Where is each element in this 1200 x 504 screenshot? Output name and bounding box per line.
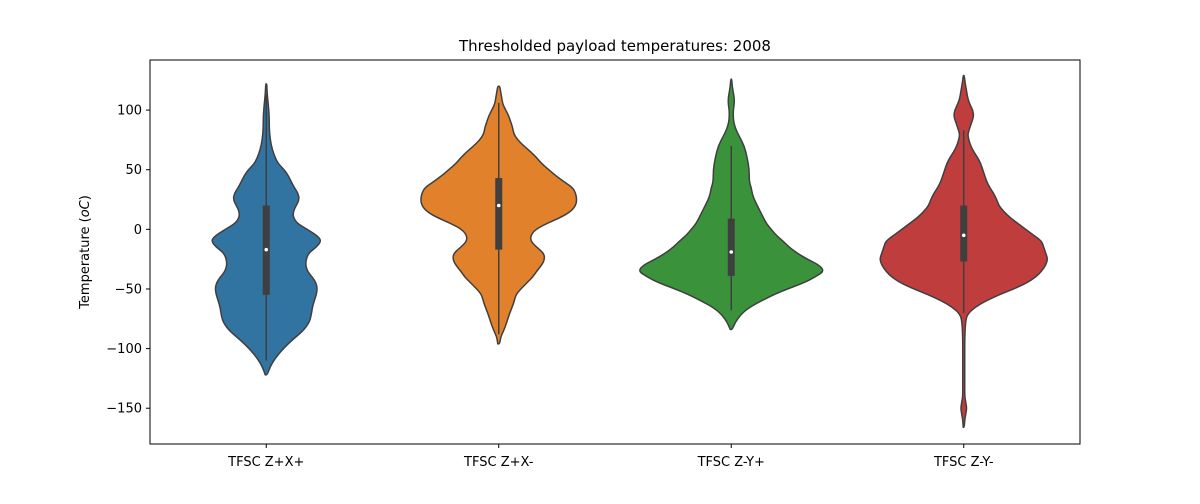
x-tick-label: TFSC Z-Y- (933, 455, 994, 470)
violin-2 (420, 85, 578, 345)
violins-layer (211, 74, 1048, 429)
violin-iqr-box (495, 178, 503, 250)
y-tick-label: 50 (125, 163, 142, 178)
violin-median (496, 203, 501, 208)
violin-median (729, 250, 734, 254)
y-axis-label-text: Temperature ( (78, 217, 93, 310)
y-tick-label: 0 (134, 223, 142, 238)
violin-3 (639, 78, 824, 331)
x-tick-label: TFSC Z+X+ (227, 455, 304, 470)
x-axis: TFSC Z+X+ TFSC Z+X- TFSC Z-Y+ TFSC Z-Y- (227, 444, 994, 470)
y-axis: 100 50 0 −50 −100 −150 (106, 104, 150, 417)
violin-median (264, 247, 269, 252)
y-tick-label: −50 (115, 282, 142, 297)
violin-4 (879, 74, 1048, 429)
violin-median (961, 233, 966, 238)
axes-frame (149, 59, 1081, 445)
y-tick-label: −150 (106, 402, 142, 417)
y-axis-label-close: ) (78, 195, 93, 200)
violin-1 (211, 83, 322, 376)
y-axis-label: Temperature (oC) (78, 195, 93, 310)
y-axis-label-unit: oC (78, 199, 93, 217)
chart-title: Thresholded payload temperatures: 2008 (458, 37, 771, 55)
violin-iqr-box (727, 218, 735, 276)
y-tick-label: −100 (106, 342, 142, 357)
y-tick-label: 100 (117, 104, 142, 119)
x-tick-label: TFSC Z-Y+ (697, 455, 765, 470)
x-tick-label: TFSC Z+X- (463, 455, 534, 470)
